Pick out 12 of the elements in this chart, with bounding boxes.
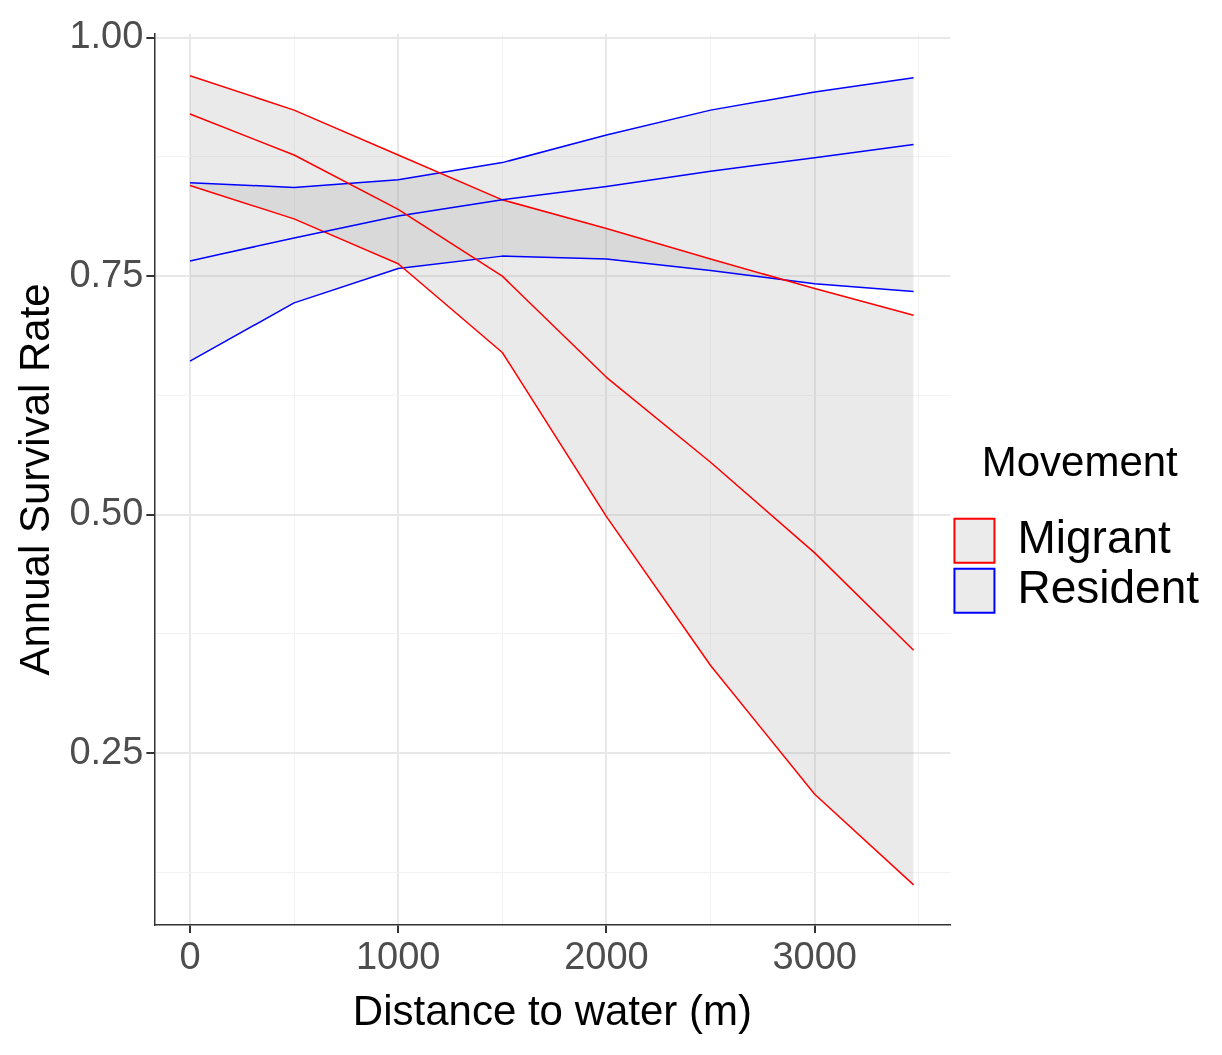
y-tick-label: 0.25	[69, 729, 144, 772]
y-tick-label: 1.00	[69, 14, 144, 57]
y-tick-label: 0.50	[69, 491, 144, 534]
legend-title: Movement	[981, 437, 1179, 485]
x-tick-label: 1000	[355, 935, 441, 978]
x-axis-title: Distance to water (m)	[352, 987, 752, 1035]
x-tick-label: 2000	[564, 935, 649, 978]
x-tick-label: 3000	[772, 935, 857, 978]
x-tick-label: 0	[179, 935, 201, 978]
legend-label: Migrant	[1017, 511, 1172, 564]
y-axis-title: Annual Survival Rate	[10, 283, 58, 676]
y-tick-label: 0.75	[69, 252, 144, 295]
